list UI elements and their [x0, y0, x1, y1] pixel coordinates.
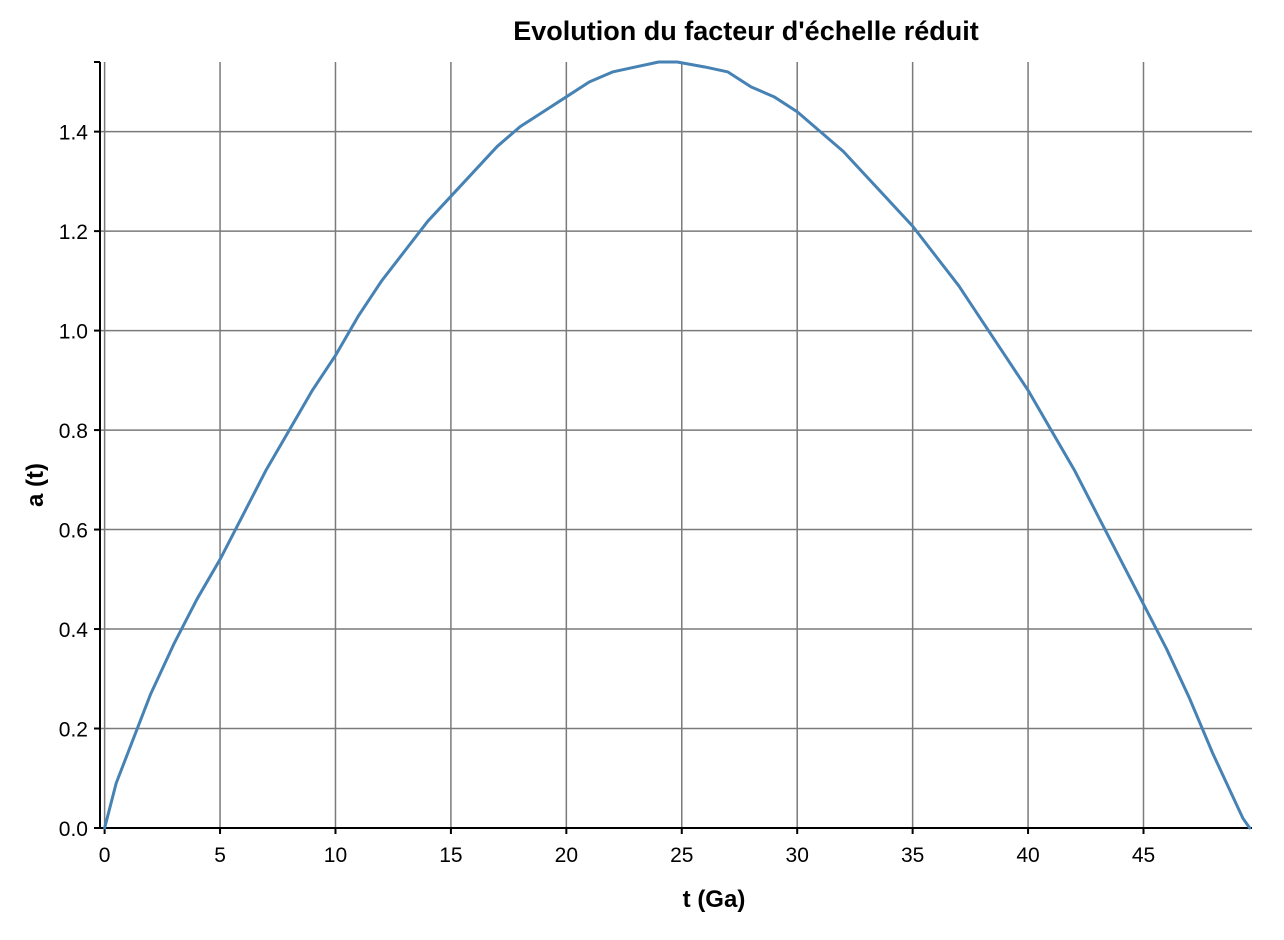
x-tick-label: 30	[786, 844, 809, 867]
y-tick-label: 0.2	[59, 719, 88, 742]
x-tick-label: 20	[555, 844, 578, 867]
x-axis-label: t (Ga)	[683, 886, 746, 913]
y-axis-label: a (t)	[22, 463, 49, 507]
series	[103, 60, 1252, 830]
x-tick-label: 25	[670, 844, 693, 867]
x-tick-label: 5	[214, 844, 226, 867]
y-tick-label: 0.0	[59, 818, 88, 841]
y-tick-label: 1.4	[59, 122, 89, 145]
y-tick-label: 0.6	[59, 520, 88, 543]
ticks: 0 5 10 15 20 25 30 35 40 45 0.0 0.2 0.4 0.6 0.8 1.0 1.2 1…	[59, 61, 1155, 867]
series-line	[103, 60, 1252, 830]
x-tick-label: 40	[1016, 844, 1039, 867]
x-tick-label: 45	[1132, 844, 1155, 867]
y-tick-label: 0.4	[59, 619, 89, 642]
x-tick-label: 15	[439, 844, 462, 867]
axes	[99, 62, 1252, 829]
chart-title: Evolution du facteur d'échelle réduit	[513, 16, 979, 46]
y-tick-label: 1.0	[59, 321, 88, 344]
y-tick-label: 1.2	[59, 221, 88, 244]
x-tick-label: 0	[99, 844, 111, 867]
y-tick-label: 0.8	[59, 420, 88, 443]
grid	[100, 62, 1252, 829]
x-tick-label: 35	[901, 844, 924, 867]
x-tick-label: 10	[324, 844, 347, 867]
